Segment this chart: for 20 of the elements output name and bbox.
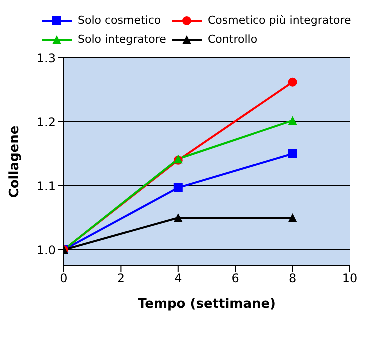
x-tick-label: 4 (174, 272, 182, 286)
x-tick-label: 8 (288, 272, 297, 286)
point (174, 183, 183, 192)
point (288, 150, 298, 158)
legend-label: Solo cosmetico (78, 14, 162, 27)
y-tick-label: 1.1 (36, 179, 56, 194)
y-tick-label: 1.3 (36, 51, 56, 66)
y-axis-title: Collagene (8, 126, 23, 198)
x-tick-label: 2 (117, 272, 126, 286)
x-axis-title: Tempo (settimane) (138, 297, 276, 312)
legend-label: Cosmetico più integratore (208, 14, 352, 27)
y-tick-label: 1.0 (36, 243, 56, 258)
x-tick-label: 10 (342, 272, 358, 286)
legend-label: Controllo (208, 33, 258, 46)
point (288, 116, 298, 126)
x-tick-label: 0 (60, 272, 68, 286)
x-tick-label: 6 (232, 272, 240, 286)
y-tick-label: 1.2 (36, 115, 56, 130)
legend-label: Solo integratore (78, 33, 166, 46)
point (288, 78, 298, 87)
